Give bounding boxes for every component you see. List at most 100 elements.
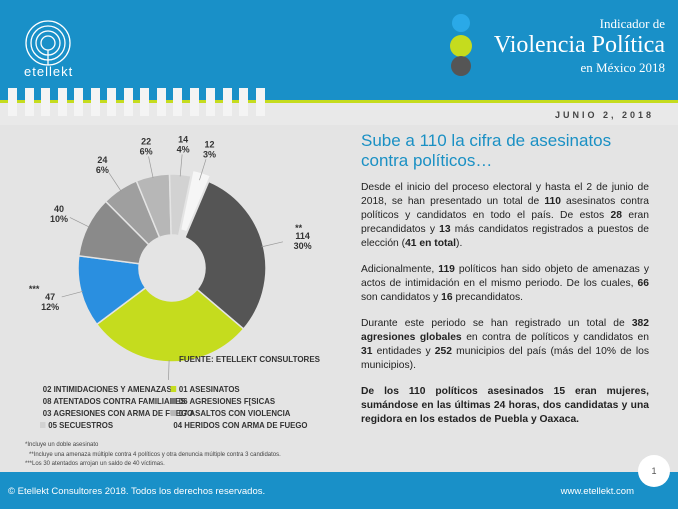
slice-note-marker: *: [134, 384, 138, 385]
slice-percent-label: 6%: [140, 147, 153, 157]
bold-text: De los 110 políticos asesinados 15 eran …: [361, 386, 649, 425]
donut-slice: [179, 169, 212, 233]
legend-label: 07 ASALTOS CON VIOLENCIA: [178, 408, 291, 418]
date: JUNIO 2, 2018: [554, 110, 654, 120]
note: *Incluye un doble asesinato: [25, 442, 99, 448]
text: ).: [456, 238, 463, 249]
leader-line: [261, 241, 284, 248]
article: Sube a 110 la cifra de asesinatos contra…: [361, 131, 649, 439]
date-band: [0, 103, 678, 125]
article-headline: Sube a 110 la cifra de asesinatos contra…: [361, 131, 612, 170]
footer: [0, 472, 678, 509]
article-paragraph: Desde el inicio del proceso electoral y …: [361, 181, 649, 251]
slice-percent-label: 3%: [203, 150, 216, 160]
blue-dot-icon: [452, 14, 470, 32]
legend-item: 02 INTIMIDACIONES Y AMENAZAS: [40, 384, 172, 394]
stripe: [41, 88, 50, 116]
legend-swatch: [170, 386, 177, 392]
slice-percent-label: 30%: [294, 241, 312, 251]
legend-item: 05 SECUESTROS: [40, 420, 171, 430]
stripe: [189, 88, 199, 116]
legend-swatch: [170, 398, 177, 404]
stripe: [255, 88, 265, 116]
bold-text: 31: [361, 346, 373, 357]
stripe: [173, 88, 182, 116]
slice-value-label: 14: [178, 134, 188, 144]
website-link[interactable]: www.etellekt.com: [560, 486, 634, 497]
etellekt-logo-icon: [25, 20, 71, 66]
stripe: [8, 88, 17, 116]
bold-text: 66: [637, 278, 649, 289]
slice-note-marker: ***: [29, 284, 40, 294]
gray-dot-icon: [451, 56, 471, 76]
text: asesinatos contra políticos y candidatos…: [361, 196, 649, 221]
chart-legend: 02 INTIMIDACIONES Y AMENAZAS 01 ASESINATO…: [40, 384, 308, 430]
donut-slice: [168, 173, 192, 237]
legend-swatch: [170, 410, 177, 416]
leader-line: [168, 359, 170, 380]
legend-label: 06 AGRESIONES F[SICAS: [178, 396, 276, 406]
text: políticos han sido objeto de amenazas y …: [361, 264, 649, 289]
donut-slice: [95, 286, 245, 363]
text: Adicionalmente,: [361, 264, 439, 275]
leader-line: [61, 291, 84, 298]
text: Durante este periodo se han registrado u…: [361, 318, 632, 329]
green-dot-icon: [450, 35, 472, 57]
legend-item: 08 ATENTADOS CONTRA FAMILIARES: [40, 396, 186, 406]
slice-value-label: 12: [205, 140, 215, 150]
title-line1: Indicador de: [599, 16, 665, 31]
slice-value-label: 22: [141, 137, 151, 147]
stripe: [90, 88, 100, 116]
article-paragraph: Adicionalmente, 119 políticos han sido o…: [361, 263, 649, 305]
legend-label: 05 SECUESTROS: [48, 420, 114, 430]
text: eran precandidatos y: [361, 210, 649, 235]
slice-percent-label: 10%: [50, 214, 68, 224]
stripe: [140, 88, 149, 116]
header-banner: [0, 0, 678, 100]
bold-text: 110: [544, 196, 561, 207]
stripe: [206, 88, 215, 116]
leader-line: [179, 154, 183, 177]
legend-item: 06 AGRESIONES F[SICAS: [170, 396, 300, 406]
bold-text: 252: [434, 346, 452, 357]
stripe: [74, 88, 83, 116]
donut-slice: [183, 180, 267, 331]
slice-value-label: 24: [97, 155, 107, 165]
leader-line: [108, 172, 122, 192]
legend-swatch: [40, 422, 46, 428]
donut-chart: 11430%**10929%*4712%***4010%246%226%144%…: [29, 134, 321, 385]
note: **Incluye una amenaza múltiple contra 4 …: [29, 451, 281, 458]
stripe: [24, 88, 34, 116]
chart-source: FUENTE: ETELLEKT CONSULTORES: [179, 355, 321, 364]
bold-text: 16: [441, 292, 453, 303]
stripe: [222, 88, 232, 116]
legend-label: 04 HERIDOS CON ARMA DE FUEGO: [173, 420, 308, 430]
article-paragraph: Durante este periodo se han registrado u…: [361, 317, 649, 373]
slice-percent-label: 6%: [96, 165, 109, 175]
slice-percent-label: 4%: [177, 144, 190, 154]
text: son candidatos y: [361, 292, 442, 303]
page-number: 1: [638, 455, 670, 487]
text: municipios del país (más del 10% de los …: [361, 346, 649, 371]
leader-line: [199, 159, 207, 181]
text: más candidatos registrados a puestos de …: [361, 224, 649, 249]
slice-note-marker: **: [295, 223, 303, 233]
copyright: © Etellekt Consultores 2018. Todos los d…: [8, 486, 266, 497]
logo-text: etellekt: [24, 64, 74, 79]
legend-item: 04 HERIDOS CON ARMA DE FUEGO: [171, 420, 307, 430]
stripe: [57, 88, 67, 116]
stripe: [156, 88, 166, 116]
stripe: [107, 88, 116, 116]
bold-text: 41 en total: [405, 238, 457, 249]
text: en contra de políticos y candidatos en: [461, 332, 649, 343]
stripe: [123, 88, 133, 116]
stripe: [239, 88, 248, 116]
legend-label: 02 INTIMIDACIONES Y AMENAZAS: [42, 384, 172, 394]
title-main: Violencia Política: [493, 32, 665, 58]
title-line3: en México 2018: [580, 60, 665, 75]
leader-line: [148, 156, 154, 179]
slice-value-label: 40: [54, 204, 64, 214]
leader-line: [69, 217, 90, 228]
note: ***Los 30 atentados arrojan un saldo de …: [25, 461, 165, 467]
text: Desde el inicio del proceso electoral y …: [361, 182, 649, 207]
